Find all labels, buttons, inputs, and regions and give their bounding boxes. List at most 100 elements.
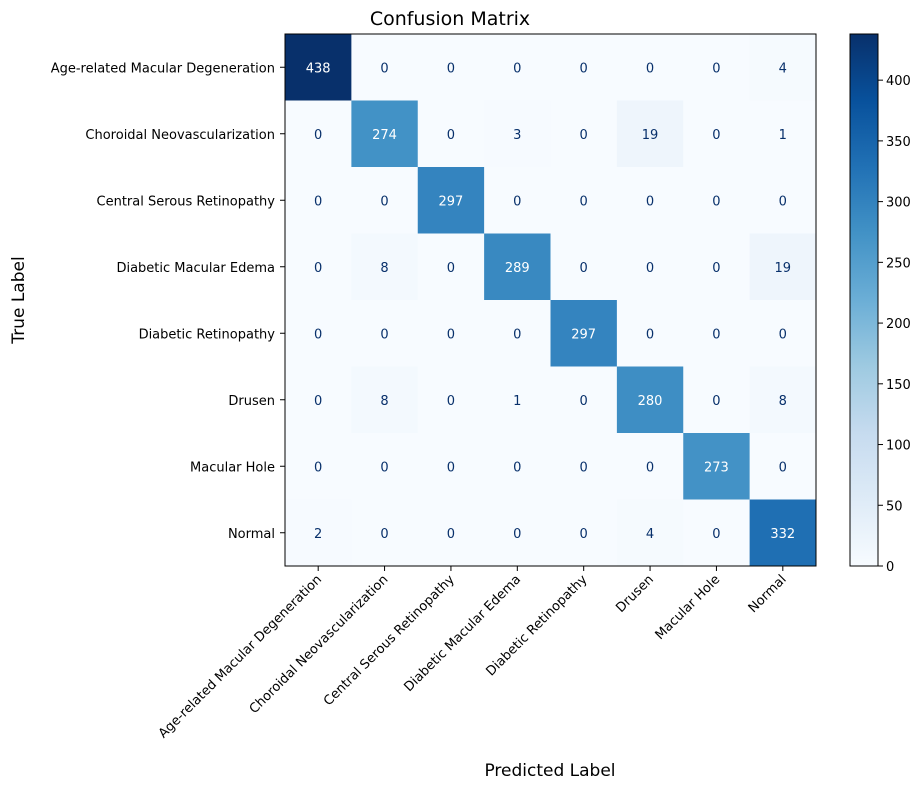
cell-value-label: 0 <box>712 327 720 342</box>
cell-value-label: 0 <box>380 527 388 542</box>
heatmap-cell <box>351 366 419 434</box>
cell-value-label: 19 <box>775 261 792 276</box>
heatmap-cells: 438 0 0 0 0 0 0 4 0 274 0 3 0 19 0 1 0 0 297 0 0 0 0 0 0 8 0 289 0 0 0… <box>285 34 817 567</box>
cell-value-label: 19 <box>642 128 659 143</box>
heatmap-cell <box>749 34 817 101</box>
heatmap-cell <box>285 233 352 301</box>
cell-value-label: 0 <box>646 194 654 209</box>
x-axis-label: Predicted Label <box>484 761 615 781</box>
heatmap-cell <box>683 366 751 434</box>
y-tick-label: Macular Hole <box>190 460 275 475</box>
heatmap-cell <box>484 100 551 168</box>
cell-value-label: 0 <box>314 394 322 409</box>
cell-value-label: 0 <box>380 61 388 76</box>
heatmap-cell <box>616 233 684 301</box>
heatmap-cell <box>285 366 352 434</box>
colorbar-tick-label: 350 <box>886 135 911 150</box>
cell-value-label: 0 <box>513 527 521 542</box>
x-tick-label: Macular Hole <box>653 572 724 643</box>
heatmap-cell <box>351 300 419 367</box>
heatmap-cell <box>616 300 684 367</box>
heatmap-cell <box>616 34 684 101</box>
heatmap-cell <box>550 433 618 500</box>
heatmap-cell <box>484 34 551 101</box>
heatmap-cell <box>616 499 684 567</box>
heatmap-cell <box>616 366 684 434</box>
cell-value-label: 0 <box>580 194 588 209</box>
heatmap-cell <box>683 300 751 367</box>
heatmap-cell <box>285 167 352 234</box>
colorbar-tick-label: 0 <box>886 560 894 575</box>
cell-value-label: 0 <box>447 61 455 76</box>
colorbar-tick-label: 50 <box>886 499 903 514</box>
x-axis-ticks: Age-related Macular DegenerationChoroida… <box>156 566 790 741</box>
cell-value-label: 289 <box>505 261 530 276</box>
cell-value-label: 0 <box>513 61 521 76</box>
heatmap-frame <box>284 33 817 567</box>
cell-value-label: 280 <box>638 394 663 409</box>
heatmap-cell <box>550 100 618 168</box>
heatmap-cell <box>484 433 551 500</box>
cell-value-label: 274 <box>372 128 397 143</box>
cell-value-label: 1 <box>513 394 521 409</box>
colorbar-tick-label: 200 <box>886 317 911 332</box>
cell-value-label: 332 <box>770 527 795 542</box>
colorbar-tick-label: 250 <box>886 256 911 271</box>
cell-value-label: 4 <box>646 527 654 542</box>
x-tick-label: Diabetic Macular Edema <box>401 572 524 695</box>
y-tick-label: Choroidal Neovascularization <box>85 128 275 143</box>
cell-value-label: 0 <box>712 394 720 409</box>
cell-value-label: 0 <box>580 394 588 409</box>
heatmap-cell <box>417 366 485 434</box>
heatmap-cell <box>749 233 817 301</box>
cell-value-label: 0 <box>580 460 588 475</box>
heatmap-cell <box>749 366 817 434</box>
heatmap-cell <box>285 34 352 101</box>
cell-value-label: 0 <box>646 327 654 342</box>
heatmap-cell <box>351 34 419 101</box>
cell-value-label: 8 <box>380 261 388 276</box>
heatmap-cell <box>417 433 485 500</box>
cell-value-label: 0 <box>447 128 455 143</box>
cell-value-label: 0 <box>779 327 787 342</box>
cell-value-label: 297 <box>439 194 464 209</box>
heatmap-cell <box>351 167 419 234</box>
heatmap-cell <box>285 300 352 367</box>
heatmap-cell <box>285 100 352 168</box>
cell-value-label: 0 <box>314 128 322 143</box>
heatmap-cell <box>285 433 352 500</box>
cell-value-label: 0 <box>646 61 654 76</box>
heatmap-cell <box>616 100 684 168</box>
colorbar-ticks: 0 50 100 150 200 250 300 350 400 <box>878 74 911 575</box>
cell-value-label: 2 <box>314 527 322 542</box>
heatmap-cell <box>683 100 751 168</box>
y-tick-label: Diabetic Retinopathy <box>139 327 276 342</box>
heatmap-cell <box>616 167 684 234</box>
cell-value-label: 0 <box>314 261 322 276</box>
colorbar-tick-label: 400 <box>886 74 911 89</box>
cell-value-label: 0 <box>447 394 455 409</box>
heatmap-cell <box>749 167 817 234</box>
cell-value-label: 0 <box>380 194 388 209</box>
colorbar-tick-label: 300 <box>886 196 911 211</box>
chart-title: Confusion Matrix <box>370 8 530 30</box>
cell-value-label: 0 <box>712 261 720 276</box>
heatmap-cell <box>417 34 485 101</box>
heatmap-cell <box>550 34 618 101</box>
y-tick-label: Central Serous Retinopathy <box>97 194 276 209</box>
colorbar-tick-label: 150 <box>886 378 911 393</box>
heatmap-cell <box>417 499 485 567</box>
cell-value-label: 0 <box>513 327 521 342</box>
heatmap-cell <box>616 433 684 500</box>
y-tick-label: Age-related Macular Degeneration <box>51 61 275 76</box>
cell-value-label: 0 <box>646 261 654 276</box>
cell-value-label: 273 <box>704 460 729 475</box>
heatmap-cell <box>351 233 419 301</box>
cell-value-label: 0 <box>580 128 588 143</box>
cell-value-label: 4 <box>779 61 787 76</box>
cell-value-label: 0 <box>580 261 588 276</box>
heatmap-cell <box>683 167 751 234</box>
heatmap-cell <box>417 233 485 301</box>
heatmap-cell <box>683 499 751 567</box>
